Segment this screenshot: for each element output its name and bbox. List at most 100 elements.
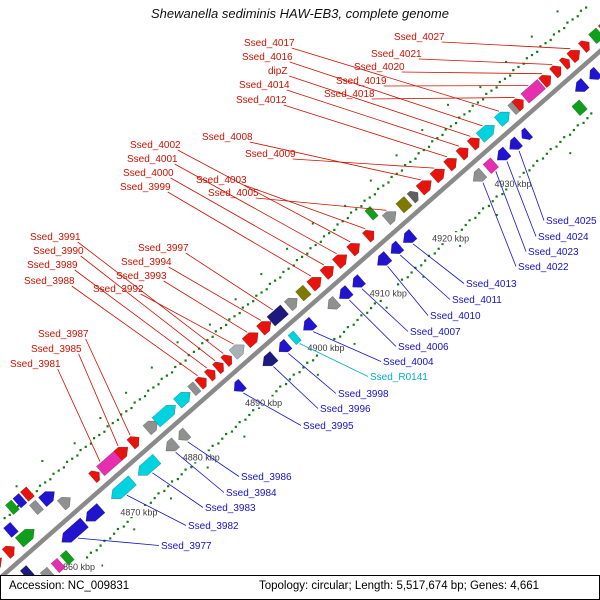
gene-arrow[interactable] [327, 295, 342, 310]
gene-label[interactable]: Ssed_4020 [354, 62, 405, 73]
gene-label[interactable]: Ssed_3999 [120, 182, 171, 193]
gene-arrow[interactable] [220, 354, 233, 368]
gene-arrow[interactable] [588, 27, 600, 45]
gene-arrow[interactable] [256, 321, 272, 336]
gene-arrow[interactable] [509, 136, 524, 150]
gene-arrow[interactable] [0, 557, 2, 571]
gene-arrow[interactable] [1, 545, 15, 559]
gene-arrow[interactable] [59, 549, 75, 566]
gene-label[interactable]: Ssed_4003 [196, 175, 247, 186]
gene-arrow[interactable] [111, 475, 137, 500]
gene-label[interactable]: Ssed_4005 [208, 188, 259, 199]
gene-arrow[interactable] [571, 99, 588, 117]
gene-arrow[interactable] [511, 98, 524, 112]
gene-arrow[interactable] [406, 190, 419, 204]
gene-label[interactable]: Ssed_3998 [338, 389, 389, 400]
gene-arrow[interactable] [521, 127, 534, 140]
gene-arrow[interactable] [212, 361, 224, 375]
gene-arrow[interactable] [266, 304, 289, 327]
gene-label[interactable]: dipZ [268, 66, 287, 77]
gene-arrow[interactable] [228, 344, 245, 360]
gene-label[interactable]: Ssed_4010 [430, 311, 481, 322]
gene-arrow[interactable] [194, 376, 207, 390]
gene-label[interactable]: Ssed_3996 [320, 404, 371, 415]
gene-arrow[interactable] [295, 284, 312, 302]
gene-arrow[interactable] [395, 196, 413, 214]
gene-label[interactable]: Ssed_R0141 [370, 372, 428, 383]
gene-label[interactable]: Ssed_4011 [452, 295, 502, 306]
gene-arrow[interactable] [187, 381, 202, 397]
gene-arrow[interactable] [14, 528, 35, 548]
gene-arrow[interactable] [178, 427, 192, 441]
gene-label[interactable]: Ssed_4024 [538, 232, 589, 243]
gene-label[interactable]: Ssed_4007 [410, 327, 461, 338]
gene-label[interactable]: Ssed_4019 [336, 76, 387, 87]
gene-arrow[interactable] [538, 74, 552, 89]
gene-arrow[interactable] [29, 499, 44, 516]
gene-arrow[interactable] [520, 78, 546, 104]
gene-arrow[interactable] [331, 254, 348, 270]
gene-arrow[interactable] [589, 66, 600, 80]
gene-arrow[interactable] [575, 77, 590, 92]
gene-label[interactable]: Ssed_4017 [244, 38, 295, 49]
gene-label[interactable]: Ssed_4002 [130, 140, 181, 151]
gene-label[interactable]: Ssed_3983 [205, 503, 256, 514]
gene-label[interactable]: Ssed_4013 [466, 279, 517, 290]
gene-arrow[interactable] [3, 521, 19, 538]
gene-arrow[interactable] [88, 470, 100, 484]
gene-label[interactable]: Ssed_3986 [241, 472, 292, 483]
gene-arrow[interactable] [278, 338, 293, 353]
gene-arrow[interactable] [377, 251, 393, 266]
gene-arrow[interactable] [493, 111, 510, 127]
gene-arrow[interactable] [339, 285, 354, 299]
gene-label[interactable]: Ssed_3988 [24, 276, 75, 287]
gene-arrow[interactable] [151, 404, 176, 428]
gene-arrow[interactable] [137, 453, 162, 476]
gene-label[interactable]: Ssed_3992 [93, 284, 144, 295]
gene-arrow[interactable] [50, 557, 66, 574]
gene-arrow[interactable] [549, 65, 562, 79]
gene-arrow[interactable] [558, 57, 571, 70]
gene-label[interactable]: Ssed_4016 [242, 52, 293, 63]
gene-label[interactable]: Ssed_3995 [303, 421, 354, 432]
gene-arrow[interactable] [415, 180, 432, 196]
gene-arrow[interactable] [475, 124, 495, 143]
gene-arrow[interactable] [56, 497, 71, 511]
gene-label[interactable]: Ssed_3993 [116, 271, 167, 282]
gene-label[interactable]: Ssed_4009 [245, 149, 296, 160]
gene-label[interactable]: Ssed_4000 [123, 168, 174, 179]
gene-label[interactable]: Ssed_4025 [546, 216, 597, 227]
gene-arrow[interactable] [390, 240, 405, 254]
gene-arrow[interactable] [262, 351, 279, 367]
gene-label[interactable]: Ssed_3984 [226, 488, 277, 499]
gene-label[interactable]: Ssed_4027 [394, 32, 445, 43]
gene-arrow[interactable] [352, 274, 367, 288]
gene-arrow[interactable] [482, 157, 500, 175]
gene-arrow[interactable] [241, 332, 259, 349]
gene-arrow[interactable] [165, 437, 181, 452]
gene-arrow[interactable] [429, 168, 445, 184]
gene-arrow[interactable] [443, 157, 457, 172]
gene-arrow[interactable] [126, 436, 140, 450]
gene-label[interactable]: Ssed_3982 [188, 521, 239, 532]
gene-label[interactable]: Ssed_3994 [121, 257, 172, 268]
gene-arrow[interactable] [142, 420, 158, 436]
gene-label[interactable]: Ssed_3990 [33, 246, 84, 257]
gene-label[interactable]: Ssed_4014 [239, 80, 290, 91]
gene-arrow[interactable] [364, 205, 379, 221]
gene-arrow[interactable] [96, 450, 123, 477]
gene-label[interactable]: Ssed_4023 [528, 247, 579, 258]
gene-label[interactable]: Ssed_4018 [324, 89, 375, 100]
gene-label[interactable]: Ssed_4008 [202, 132, 253, 143]
gene-arrow[interactable] [566, 49, 581, 64]
gene-label[interactable]: Ssed_3991 [30, 232, 81, 243]
gene-arrow[interactable] [38, 491, 55, 508]
gene-arrow[interactable] [403, 228, 418, 243]
gene-arrow[interactable] [381, 211, 397, 226]
gene-arrow[interactable] [306, 276, 322, 292]
gene-arrow[interactable] [466, 137, 480, 151]
gene-label[interactable]: Ssed_4006 [398, 342, 449, 353]
gene-label[interactable]: Ssed_4004 [383, 357, 434, 368]
gene-arrow[interactable] [4, 499, 20, 515]
gene-arrow[interactable] [203, 368, 216, 382]
